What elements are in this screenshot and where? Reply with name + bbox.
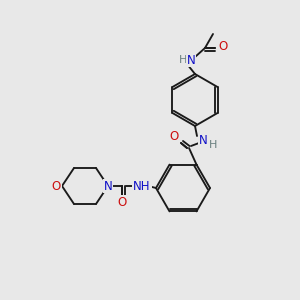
Text: O: O (169, 130, 178, 143)
Text: O: O (218, 40, 228, 53)
Text: N: N (187, 53, 195, 67)
Text: O: O (51, 179, 61, 193)
Text: NH: NH (133, 179, 151, 193)
Text: H: H (179, 55, 187, 65)
Text: H: H (209, 140, 217, 150)
Text: N: N (103, 179, 112, 193)
Text: N: N (199, 134, 207, 146)
Text: O: O (117, 196, 127, 208)
